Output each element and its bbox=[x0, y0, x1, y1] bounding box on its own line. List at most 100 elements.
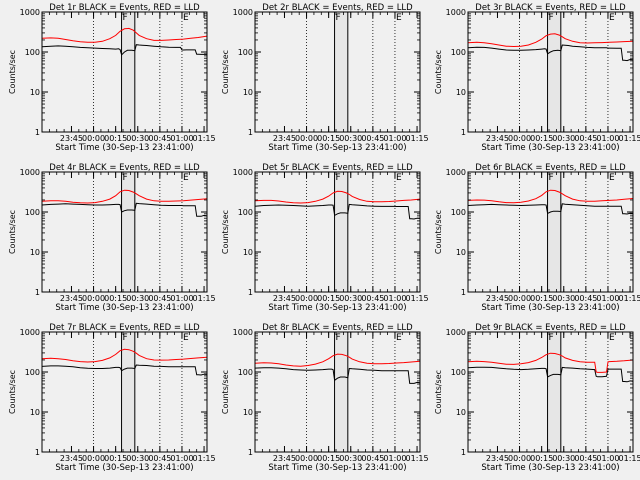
det-7-ylabel: Counts/sec bbox=[8, 370, 17, 414]
det-8-series-lld bbox=[254, 353, 421, 367]
det-6-xtick-label: 00:30 bbox=[552, 294, 575, 303]
det-9-xlabel: Start Time (30-Sep-13 23:41:00) bbox=[481, 463, 619, 473]
det-9-series-lld bbox=[467, 352, 634, 373]
det-7-xtick-label: 00:15 bbox=[104, 454, 127, 463]
det-6-xtick-label: 00:45 bbox=[574, 294, 597, 303]
det-2-xtick-label: 01:15 bbox=[406, 134, 429, 143]
det-2-xtick-label: 23:45 bbox=[273, 134, 296, 143]
det-4-ytick-label: 100 bbox=[25, 208, 40, 217]
det-4-ytick-label: 1 bbox=[35, 288, 40, 297]
det-5-ytick-label: 100 bbox=[238, 208, 253, 217]
det-3-xlabel: Start Time (30-Sep-13 23:41:00) bbox=[481, 143, 619, 153]
det-8-xtick-label: 01:00 bbox=[383, 454, 406, 463]
det-5-ytick-label: 10 bbox=[243, 248, 253, 257]
det-2-ytick-label: 100 bbox=[238, 48, 253, 57]
det-2-xlabel: Start Time (30-Sep-13 23:41:00) bbox=[268, 143, 406, 153]
det-3-flag-interval bbox=[547, 12, 561, 132]
det-7-flag-E: E bbox=[183, 333, 189, 343]
det-1-ytick-label: 10 bbox=[30, 88, 40, 97]
det-5-flag-F: F bbox=[336, 173, 341, 183]
det-4-xtick-label: 00:15 bbox=[104, 294, 127, 303]
det-3-series-lld bbox=[467, 33, 634, 48]
det-9-ylabel: Counts/sec bbox=[434, 370, 443, 414]
det-6-ytick-label: 1000 bbox=[446, 168, 466, 177]
det-8-series-events bbox=[254, 367, 421, 384]
det-6-title: Det 6r BLACK = Events, RED = LLD bbox=[475, 163, 626, 173]
det-9-flag-F: F bbox=[549, 333, 554, 343]
det-4-xtick-label: 23:45 bbox=[60, 294, 83, 303]
det-6-xtick-label: 00:00 bbox=[508, 294, 531, 303]
det-7-ytick-label: 1000 bbox=[20, 328, 40, 337]
det-3-xtick-label: 01:00 bbox=[596, 134, 619, 143]
det-1-xtick-label: 00:00 bbox=[82, 134, 105, 143]
det-6-xtick-label: 01:15 bbox=[619, 294, 640, 303]
det-1-ytick-label: 1 bbox=[35, 128, 40, 137]
det-1-xtick-label: 00:45 bbox=[148, 134, 171, 143]
det-4-xtick-label: 01:00 bbox=[170, 294, 193, 303]
det-7-series-lld bbox=[41, 348, 208, 363]
det-7-flag-F: F bbox=[123, 333, 128, 343]
det-6-xtick-label: 23:45 bbox=[486, 294, 509, 303]
det-4-xlabel: Start Time (30-Sep-13 23:41:00) bbox=[55, 303, 193, 313]
det-1-xtick-label: 23:45 bbox=[60, 134, 83, 143]
det-6-series-events bbox=[467, 203, 634, 215]
det-3-xtick-label: 00:30 bbox=[552, 134, 575, 143]
det-5-ytick-label: 1 bbox=[248, 288, 253, 297]
det-6-xlabel: Start Time (30-Sep-13 23:41:00) bbox=[481, 303, 619, 313]
det-4-flag-F: F bbox=[123, 173, 128, 183]
det-2-flag-interval bbox=[334, 12, 348, 132]
det-1-xtick-label: 00:15 bbox=[104, 134, 127, 143]
det-7-plot-frame bbox=[41, 331, 208, 453]
det-2-title: Det 2r BLACK = Events, RED = LLD bbox=[262, 3, 413, 13]
det-4-xtick-label: 00:45 bbox=[148, 294, 171, 303]
det-6-ytick-label: 10 bbox=[456, 248, 466, 257]
det-1-xtick-label: 00:30 bbox=[126, 134, 149, 143]
det-1-flag-F: F bbox=[123, 13, 128, 23]
det-5-flag-E: E bbox=[396, 173, 402, 183]
det-3-title: Det 3r BLACK = Events, RED = LLD bbox=[475, 3, 626, 13]
det-1-series-events bbox=[41, 44, 207, 56]
det-1-ytick-label: 1000 bbox=[20, 8, 40, 17]
det-1-series-lld bbox=[41, 27, 208, 43]
det-7-title: Det 7r BLACK = Events, RED = LLD bbox=[49, 323, 200, 333]
det-9-ytick-label: 100 bbox=[451, 368, 466, 377]
det-5-ytick-label: 1000 bbox=[233, 168, 253, 177]
det-5-xtick-label: 01:15 bbox=[406, 294, 429, 303]
det-2-ytick-label: 1 bbox=[248, 128, 253, 137]
det-8-xlabel: Start Time (30-Sep-13 23:41:00) bbox=[268, 463, 406, 473]
det-5-flag-interval bbox=[334, 172, 348, 292]
det-8-ytick-label: 10 bbox=[243, 408, 253, 417]
det-8-ytick-label: 1000 bbox=[233, 328, 253, 337]
det-7-ytick-label: 1 bbox=[35, 448, 40, 457]
det-9-flag-interval bbox=[547, 332, 561, 452]
det-9-title: Det 9r BLACK = Events, RED = LLD bbox=[475, 323, 626, 333]
det-1-plot-frame bbox=[41, 11, 208, 133]
det-3-ytick-label: 1 bbox=[461, 128, 466, 137]
det-6-flag-E: E bbox=[609, 173, 615, 183]
det-2-ylabel: Counts/sec bbox=[221, 50, 230, 94]
det-7-xtick-label: 00:45 bbox=[148, 454, 171, 463]
det-7-xtick-label: 00:00 bbox=[82, 454, 105, 463]
det-3-plot-frame bbox=[467, 11, 634, 133]
det-3-flag-E: E bbox=[609, 13, 615, 23]
det-9-ytick-label: 1000 bbox=[446, 328, 466, 337]
det-9-ytick-label: 10 bbox=[456, 408, 466, 417]
det-9-xtick-label: 23:45 bbox=[486, 454, 509, 463]
det-2-xtick-label: 00:15 bbox=[317, 134, 340, 143]
det-9-xtick-label: 01:15 bbox=[619, 454, 640, 463]
det-6-ytick-label: 100 bbox=[451, 208, 466, 217]
det-5-xtick-label: 00:00 bbox=[295, 294, 318, 303]
det-9-flag-E: E bbox=[609, 333, 615, 343]
det-3-ytick-label: 100 bbox=[451, 48, 466, 57]
det-6-xtick-label: 00:15 bbox=[530, 294, 553, 303]
det-3-xtick-label: 01:15 bbox=[619, 134, 640, 143]
det-6-xtick-label: 01:00 bbox=[596, 294, 619, 303]
det-8-flag-interval bbox=[334, 332, 348, 452]
